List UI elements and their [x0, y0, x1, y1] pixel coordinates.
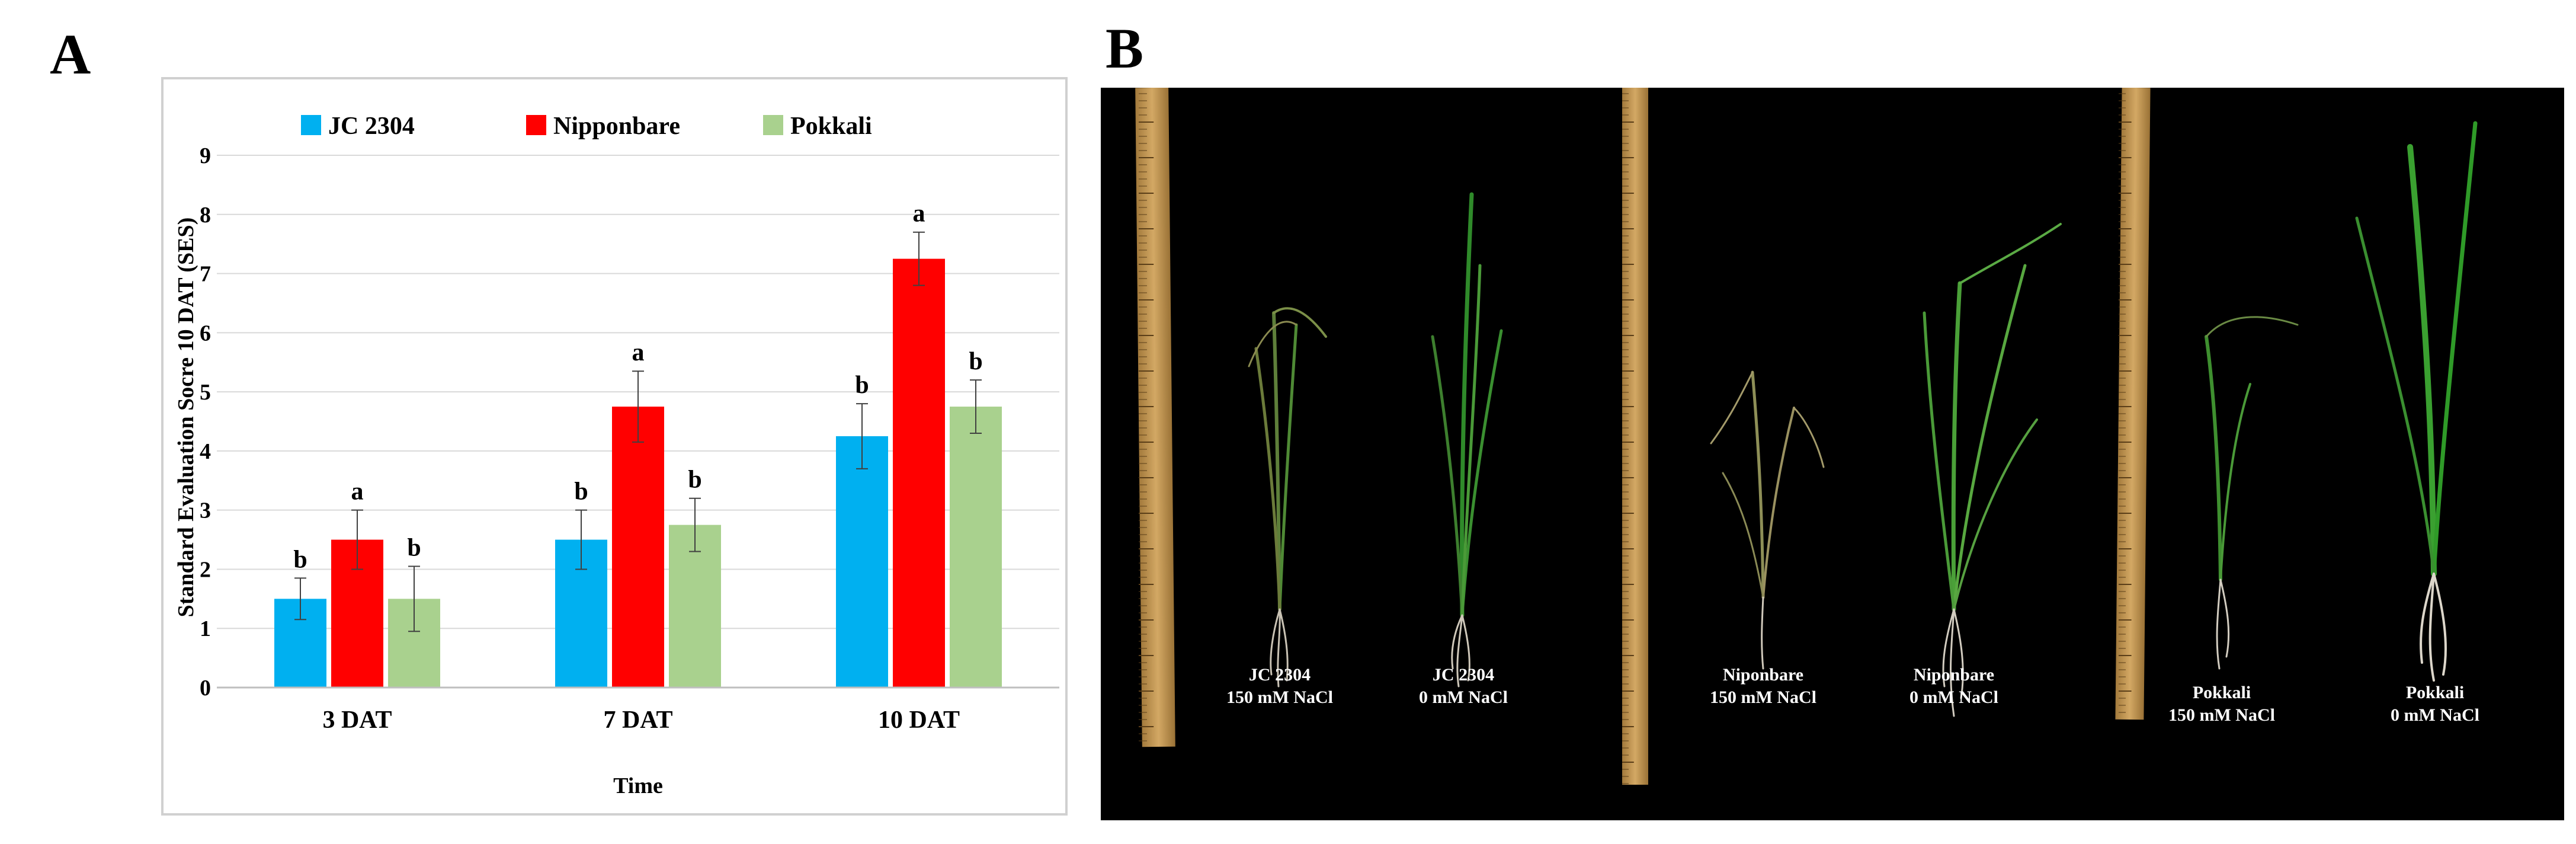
significance-label: b: [855, 372, 869, 399]
significance-label: a: [913, 200, 925, 228]
plant-pokkali-0: [2355, 121, 2478, 682]
legend-swatch: [526, 115, 546, 135]
y-tick-label: 5: [200, 380, 211, 405]
legend: JC 2304 Nipponbare Pokkali: [301, 113, 872, 140]
caption-niponbare-0: Niponbare 0 mM NaCl: [1859, 664, 2049, 708]
caption-variety: Niponbare: [1722, 665, 1804, 685]
legend-item: Nipponbare: [526, 113, 680, 140]
error-bar: [632, 370, 644, 443]
legend-label: Pokkali: [790, 113, 872, 140]
bar-pokkali-2: [950, 407, 1002, 688]
x-category-label: 7 DAT: [603, 706, 672, 734]
error-bar: [689, 497, 701, 552]
legend-item: Pokkali: [763, 113, 872, 140]
panel-b-letter: B: [1106, 17, 1144, 80]
caption-variety: JC 2304: [1248, 665, 1311, 685]
y-tick-label: 8: [200, 203, 211, 228]
caption-variety: JC 2304: [1432, 665, 1495, 685]
ruler-ticks: [1139, 93, 2132, 784]
significance-label: a: [351, 478, 364, 506]
caption-jc2304-150: JC 2304 150 mM NaCl: [1185, 664, 1374, 708]
y-tick-label: 7: [200, 262, 211, 287]
significance-label: a: [632, 339, 645, 366]
error-bar: [408, 565, 420, 632]
ruler-2: [1622, 88, 1648, 785]
ruler-3: [2115, 88, 2151, 720]
error-bar: [913, 231, 925, 286]
significance-label: b: [407, 534, 421, 561]
y-tick-label: 2: [200, 557, 211, 582]
significance-labels: b a b b a b b a b: [293, 200, 982, 574]
caption-pokkali-0: Pokkali 0 mM NaCl: [2340, 682, 2530, 726]
caption-treatment: 0 mM NaCl: [1909, 687, 1998, 707]
caption-treatment: 150 mM NaCl: [1710, 687, 1816, 707]
significance-label: b: [969, 348, 982, 375]
legend-item: JC 2304: [301, 113, 415, 140]
error-bars: [294, 231, 982, 632]
caption-jc2304-0: JC 2304 0 mM NaCl: [1369, 664, 1558, 708]
caption-treatment: 150 mM NaCl: [2168, 705, 2275, 725]
ruler-1: [1135, 88, 1175, 747]
plant-jc2304-0: [1431, 192, 1503, 688]
legend-swatch: [763, 115, 783, 135]
legend-label: JC 2304: [328, 113, 415, 140]
plant-photo-illustration: [1135, 88, 2478, 785]
plant-niponbare-0: [1923, 223, 2062, 717]
plant-niponbare-150: [1710, 370, 1825, 670]
legend-swatch: [301, 115, 321, 135]
y-tick-label: 6: [200, 321, 211, 346]
plant-pokkali-150: [2205, 316, 2299, 670]
x-category-labels: 3 DAT 7 DAT 10 DAT: [322, 706, 960, 734]
significance-label: b: [574, 478, 588, 506]
panel-a-letter: A: [50, 23, 91, 86]
y-axis-title: Standard Evaluation Socre 10 DAT (SES): [174, 218, 198, 618]
significance-label: b: [293, 546, 307, 573]
bar-nipponbare-1: [612, 407, 664, 688]
y-tick-labels: 0 1 2 3 4 5 6 7 8 9: [200, 143, 211, 701]
caption-niponbare-150: Niponbare 150 mM NaCl: [1668, 664, 1858, 708]
bar-chart: b a b b a b b a b 0 1 2 3 4 5 6 7 8 9 3 DAT 7 DAT 10 DAT JC…: [174, 113, 1059, 798]
plant-photo: JC 2304 150 mM NaCl JC 2304 0 mM NaCl Ni…: [1101, 88, 2564, 820]
x-axis-title: Time: [613, 773, 663, 798]
error-bar: [970, 379, 982, 434]
error-bar: [351, 509, 363, 570]
y-tick-label: 9: [200, 143, 211, 168]
chart-frame: b a b b a b b a b 0 1 2 3 4 5 6 7 8 9 3 DAT 7 DAT 10 DAT JC…: [161, 77, 1068, 816]
x-category-label: 10 DAT: [878, 706, 960, 734]
error-bar: [856, 403, 868, 469]
error-bar: [294, 577, 306, 621]
bar-jc-2304-2: [836, 436, 888, 688]
error-bar: [575, 509, 587, 570]
bars: [274, 258, 1002, 688]
bar-nipponbare-2: [893, 258, 945, 688]
caption-treatment: 150 mM NaCl: [1226, 687, 1333, 707]
caption-treatment: 0 mM NaCl: [1419, 687, 1508, 707]
caption-treatment: 0 mM NaCl: [2391, 705, 2479, 725]
rulers: [1135, 88, 2151, 785]
x-category-label: 3 DAT: [322, 706, 392, 734]
significance-label: b: [688, 466, 701, 494]
caption-variety: Pokkali: [2405, 683, 2465, 702]
legend-label: Nipponbare: [553, 113, 680, 140]
y-tick-label: 3: [200, 498, 211, 523]
y-tick-label: 1: [200, 616, 211, 641]
caption-variety: Pokkali: [2192, 683, 2251, 702]
plants: [1248, 121, 2478, 717]
y-tick-label: 4: [200, 439, 211, 464]
plant-jc2304-150: [1248, 307, 1327, 688]
caption-variety: Niponbare: [1913, 665, 1995, 685]
caption-pokkali-150: Pokkali 150 mM NaCl: [2127, 682, 2317, 726]
y-tick-label: 0: [200, 676, 211, 701]
